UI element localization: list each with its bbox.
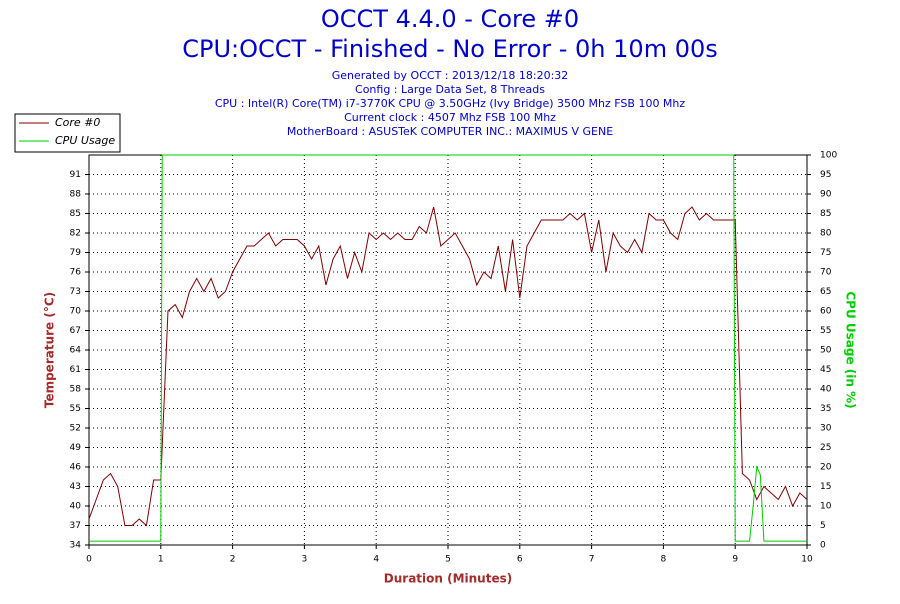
y2-tick-label: 45 (820, 365, 831, 375)
y-tick-label: 58 (70, 385, 82, 395)
x-axis-label: Duration (Minutes) (384, 572, 512, 586)
chart-title: OCCT 4.4.0 - Core #0 (321, 5, 579, 33)
y-tick-label: 76 (70, 268, 82, 278)
y2-tick-label: 70 (820, 268, 832, 278)
y2-tick-label: 90 (820, 190, 832, 200)
y2-tick-label: 80 (820, 229, 832, 239)
chart-subtitle: CPU:OCCT - Finished - No Error - 0h 10m … (182, 35, 718, 63)
x-tick-label: 9 (732, 555, 738, 565)
x-tick-label: 1 (158, 555, 164, 565)
x-tick-label: 5 (445, 555, 451, 565)
y-tick-label: 52 (70, 424, 81, 434)
info-line: Current clock : 4507 Mhz FSB 100 Mhz (344, 111, 556, 124)
y-tick-label: 91 (70, 170, 81, 180)
y2-tick-label: 40 (820, 385, 832, 395)
series-line (89, 154, 807, 542)
y-tick-label: 55 (70, 404, 81, 414)
series-line (88, 206, 808, 527)
y2-axis-label: CPU Usage (in %) (844, 291, 858, 408)
y2-tick-label: 35 (820, 404, 831, 414)
y-tick-label: 82 (70, 229, 81, 239)
y2-tick-label: 60 (820, 307, 832, 317)
y2-tick-label: 25 (820, 443, 831, 453)
y-axis-label: Temperature (°C) (43, 292, 57, 408)
y2-tick-label: 85 (820, 209, 831, 219)
y-tick-label: 61 (70, 365, 81, 375)
x-tick-label: 3 (302, 555, 308, 565)
y-tick-label: 46 (70, 463, 82, 473)
y-tick-label: 85 (70, 209, 81, 219)
info-line: MotherBoard : ASUSTeK COMPUTER INC.: MAX… (287, 125, 613, 138)
y-tick-label: 79 (70, 248, 82, 258)
y2-tick-label: 55 (820, 326, 831, 336)
y2-tick-label: 0 (820, 541, 826, 551)
info-line: Generated by OCCT : 2013/12/18 18:20:32 (332, 69, 569, 82)
y2-tick-label: 65 (820, 287, 831, 297)
info-line: CPU : Intel(R) Core(TM) i7-3770K CPU @ 3… (215, 97, 686, 110)
legend-label: Core #0 (55, 116, 100, 129)
x-tick-label: 4 (373, 555, 379, 565)
y-tick-label: 37 (70, 521, 81, 531)
y2-tick-label: 75 (820, 248, 831, 258)
y2-tick-label: 100 (820, 151, 837, 161)
y2-tick-label: 20 (820, 463, 832, 473)
y2-tick-label: 10 (820, 502, 832, 512)
x-tick-label: 2 (230, 555, 236, 565)
y-tick-label: 70 (70, 307, 82, 317)
x-tick-label: 8 (661, 555, 667, 565)
y-tick-label: 40 (70, 502, 82, 512)
y-tick-label: 73 (70, 287, 81, 297)
y-tick-label: 64 (70, 346, 82, 356)
y2-tick-label: 95 (820, 170, 831, 180)
y-tick-label: 43 (70, 482, 81, 492)
x-tick-label: 0 (86, 555, 92, 565)
x-tick-label: 7 (589, 555, 595, 565)
x-tick-label: 6 (517, 555, 523, 565)
y-tick-label: 67 (70, 326, 81, 336)
legend-box (14, 113, 121, 153)
legend-label: CPU Usage (55, 134, 115, 147)
y2-tick-label: 15 (820, 482, 831, 492)
y-tick-label: 34 (70, 541, 82, 551)
info-line: Config : Large Data Set, 8 Threads (355, 83, 545, 96)
y2-tick-label: 30 (820, 424, 832, 434)
y-tick-label: 88 (70, 190, 82, 200)
y2-tick-label: 5 (820, 521, 826, 531)
y-tick-label: 49 (70, 443, 82, 453)
y2-tick-label: 50 (820, 346, 832, 356)
x-tick-label: 10 (801, 555, 813, 565)
